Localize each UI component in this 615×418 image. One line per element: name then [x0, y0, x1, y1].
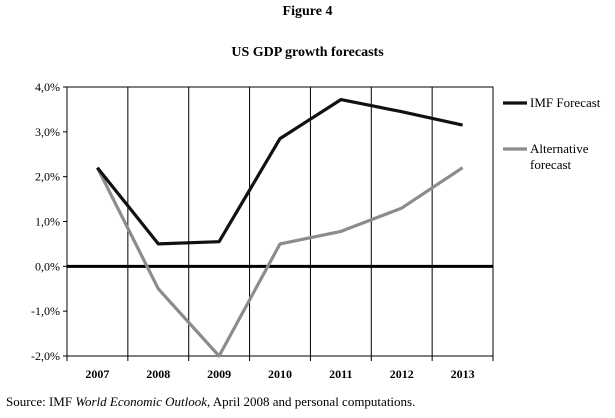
legend-label: Alternative — [530, 141, 589, 156]
legend-label: IMF Forecast — [530, 95, 601, 110]
y-tick-label: -1,0% — [31, 304, 60, 318]
x-tick-label: 2011 — [329, 367, 352, 381]
grid-layer — [66, 86, 494, 357]
source-prefix: Source: IMF — [6, 394, 76, 409]
series-line-alternative-forecast — [95, 166, 464, 358]
axis-layer: 4,0% 3,0% 2,0% 1,0% 0,0% -1,0% -2,0% 2007 2008 20… — [31, 80, 494, 381]
source-publication: World Economic Outlook — [75, 394, 208, 409]
y-tick-label: -2,0% — [31, 349, 60, 363]
x-tick-label: 2012 — [390, 367, 414, 381]
source-note: Source: IMF World Economic Outlook, Apri… — [6, 394, 415, 410]
y-tick-label: 4,0% — [35, 80, 60, 94]
x-tick-label: 2007 — [85, 367, 109, 381]
x-tick-label: 2009 — [207, 367, 231, 381]
series-layer — [95, 97, 464, 358]
x-tick-label: 2010 — [268, 367, 292, 381]
series-line-imf-forecast — [96, 97, 463, 246]
x-tick-label: 2013 — [451, 367, 475, 381]
legend-label: forecast — [530, 157, 572, 172]
plot-area — [66, 86, 494, 357]
y-tick-label: 2,0% — [35, 170, 60, 184]
chart-title: US GDP growth forecasts — [231, 45, 384, 60]
x-tick-label: 2008 — [146, 367, 170, 381]
y-tick-label: 3,0% — [35, 125, 60, 139]
y-tick-label: 0,0% — [35, 259, 60, 273]
figure-label: Figure 4 — [282, 4, 333, 19]
source-suffix: , April 2008 and personal computations. — [207, 394, 416, 409]
y-tick-label: 1,0% — [35, 215, 60, 229]
